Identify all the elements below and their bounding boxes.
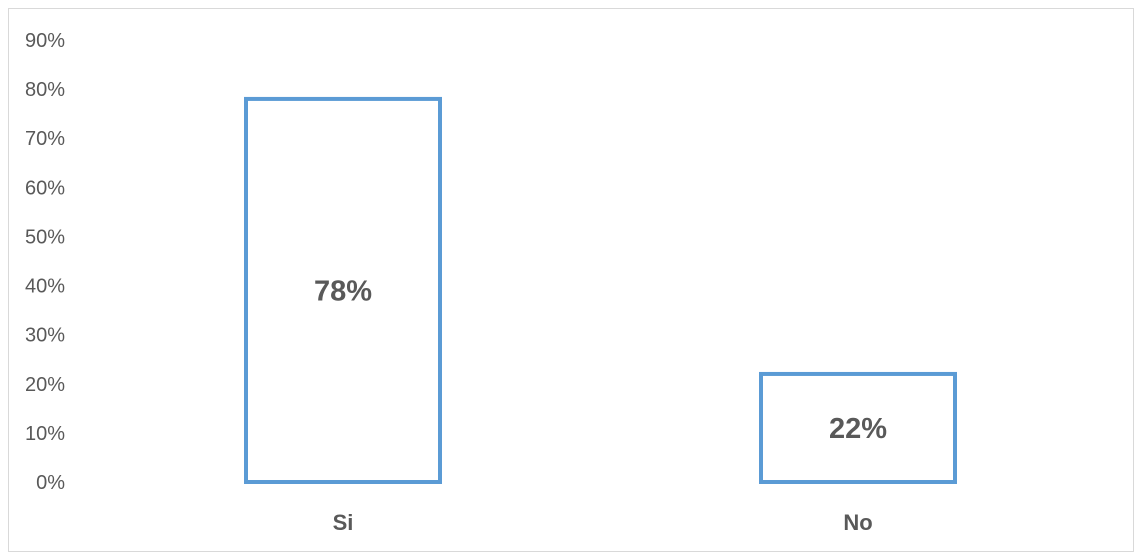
x-category-label-si: Si (333, 510, 354, 535)
y-tick-label: 40% (25, 276, 65, 298)
y-tick-label: 10% (25, 423, 65, 445)
y-tick-label: 90% (25, 30, 65, 52)
y-tick-label: 60% (25, 177, 65, 199)
x-category-label-no: No (843, 510, 872, 535)
y-tick-label: 30% (25, 325, 65, 347)
y-tick-label: 70% (25, 128, 65, 150)
bar-no (759, 371, 957, 485)
bar-series (244, 96, 957, 485)
data-labels: 78% 22% (314, 275, 887, 445)
y-tick-label: 0% (36, 472, 65, 494)
x-axis-category-labels: Si No (333, 510, 873, 535)
bar-si (244, 96, 442, 485)
y-tick-label: 20% (25, 374, 65, 396)
y-axis-tick-labels: 0% 10% 20% 30% 40% 50% 60% 70% 80% 90% (25, 30, 65, 494)
y-tick-label: 80% (25, 79, 65, 101)
y-tick-label: 50% (25, 226, 65, 248)
data-label-no: 22% (829, 413, 887, 445)
data-label-si: 78% (314, 275, 372, 307)
